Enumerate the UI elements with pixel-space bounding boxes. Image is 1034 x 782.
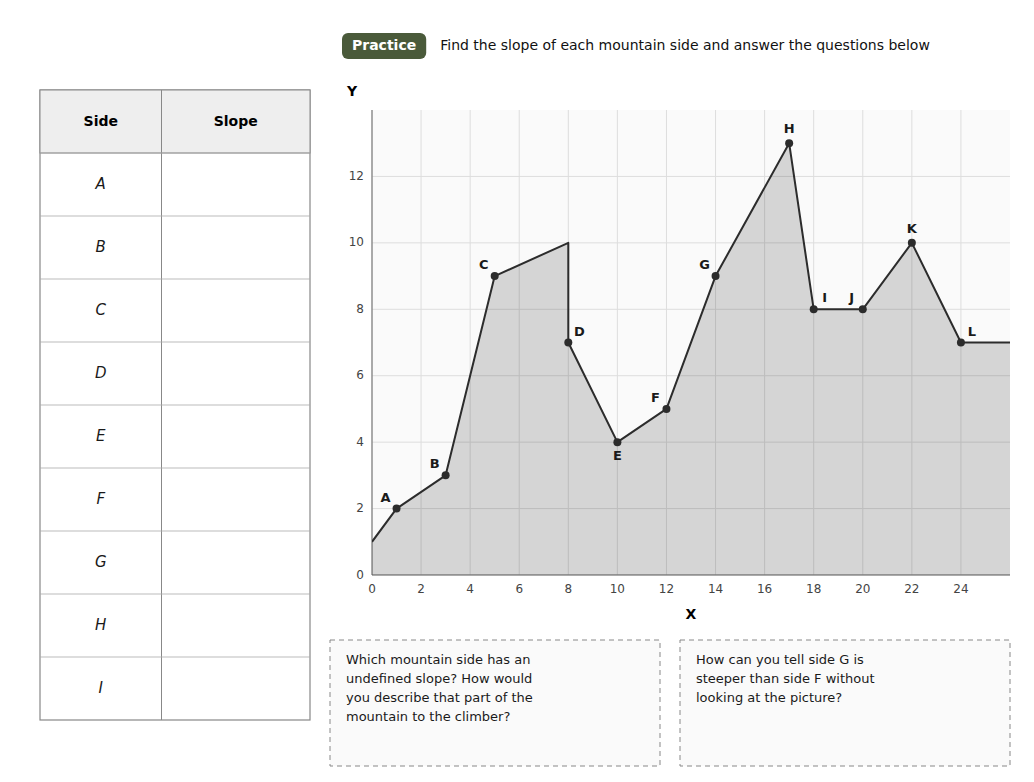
table-column: Side [84, 113, 118, 129]
table-row: F [96, 490, 105, 508]
badge-text: Practice [352, 37, 416, 53]
point [957, 339, 965, 347]
question-line: steeper than side F without [696, 671, 875, 686]
x-tick-label: 2 [417, 582, 425, 596]
table-row-line [40, 531, 310, 532]
area [372, 143, 1010, 575]
table-row: B [96, 238, 106, 256]
data-group [372, 139, 1010, 575]
y-tick-label: 4 [356, 435, 364, 449]
table-row-line [40, 657, 310, 658]
point [785, 139, 793, 147]
table-row: G [95, 553, 107, 571]
title: Find the slope of each mountain side and… [440, 37, 930, 53]
table: Side Slope A B C D E F G H I [40, 90, 310, 720]
table-row: D [95, 364, 107, 382]
y-axis-label: Y [346, 83, 358, 99]
grid-line-y [372, 176, 1010, 177]
table-row-line [40, 468, 310, 469]
point [564, 339, 572, 347]
question-text: Which mountain side has an undefined slop… [346, 652, 533, 724]
y-tick-label: 0 [356, 568, 364, 582]
y-tick-label: 2 [356, 501, 364, 515]
table-border [40, 90, 310, 720]
point [908, 239, 916, 247]
table-row-line [40, 279, 310, 280]
x-tick-label: 22 [904, 582, 919, 596]
x-tick-label: 6 [515, 582, 523, 596]
point-label: J [848, 290, 854, 305]
question-line: you describe that part of the [346, 690, 533, 705]
plot-area [372, 110, 1010, 575]
x-tick-label: 4 [466, 582, 474, 596]
point-label: I [822, 290, 827, 305]
question-text: How can you tell side G is steeper than s… [696, 652, 875, 705]
table-row-line [40, 153, 310, 154]
table-row: E [96, 427, 106, 445]
table-row-line [40, 216, 310, 217]
point-label: L [968, 324, 976, 339]
point [712, 272, 720, 280]
point-label: D [574, 324, 585, 339]
chart: 024681012141618202224024681012XYABCDEFGH… [346, 83, 1010, 622]
y-tick-label: 10 [349, 235, 364, 249]
y-tick-label: 6 [356, 368, 364, 382]
question-line: mountain to the climber? [346, 709, 510, 724]
question-line: undefined slope? How would [346, 671, 532, 686]
x-tick-label: 20 [855, 582, 870, 596]
question-line: How can you tell side G is [696, 652, 864, 667]
x-tick-label: 16 [757, 582, 772, 596]
table-row-line [40, 594, 310, 595]
question-line: Which mountain side has an [346, 652, 530, 667]
table-row: A [95, 175, 106, 193]
badge [342, 33, 426, 59]
question-border [680, 640, 1010, 766]
point [393, 505, 401, 513]
x-tick-label: 8 [564, 582, 572, 596]
grid [372, 110, 1010, 575]
x-tick-label: 24 [953, 582, 968, 596]
table-row: C [96, 301, 107, 319]
y-tick-label: 8 [356, 302, 364, 316]
table-column: Slope [214, 113, 258, 129]
question-border [330, 640, 660, 766]
x-tick-label: 18 [806, 582, 821, 596]
question-box: Which mountain side has an undefined slop… [330, 640, 660, 766]
table-row-line [40, 405, 310, 406]
point-label: B [430, 456, 440, 471]
point-label: A [381, 490, 391, 505]
point [662, 405, 670, 413]
point [859, 305, 867, 313]
point-label: E [613, 448, 622, 463]
y-tick-label: 12 [349, 169, 364, 183]
x-tick-label: 10 [610, 582, 625, 596]
x-tick-label: 0 [368, 582, 376, 596]
x-tick-label: 12 [659, 582, 674, 596]
point [491, 272, 499, 280]
point-label: G [699, 257, 710, 272]
grid-line-x [372, 110, 373, 575]
table-header [40, 90, 310, 153]
line [372, 143, 1010, 542]
y-axis [372, 110, 373, 575]
point-label: F [651, 390, 660, 405]
question-box: How can you tell side G is steeper than s… [680, 640, 1010, 766]
question-line: looking at the picture? [696, 690, 842, 705]
point [810, 305, 818, 313]
x-tick-label: 14 [708, 582, 723, 596]
point [613, 438, 621, 446]
point-labels: A B C D E F G H I J K L [381, 121, 977, 504]
point [442, 471, 450, 479]
point-label: C [479, 257, 489, 272]
point-label: K [907, 221, 918, 236]
page: Practice Find the slope of each mountain … [0, 0, 1034, 782]
point-label: H [784, 121, 795, 136]
table-row: H [95, 616, 106, 634]
table-row-line [40, 342, 310, 343]
table-row: I [99, 679, 104, 697]
x-axis-label: X [686, 606, 697, 622]
